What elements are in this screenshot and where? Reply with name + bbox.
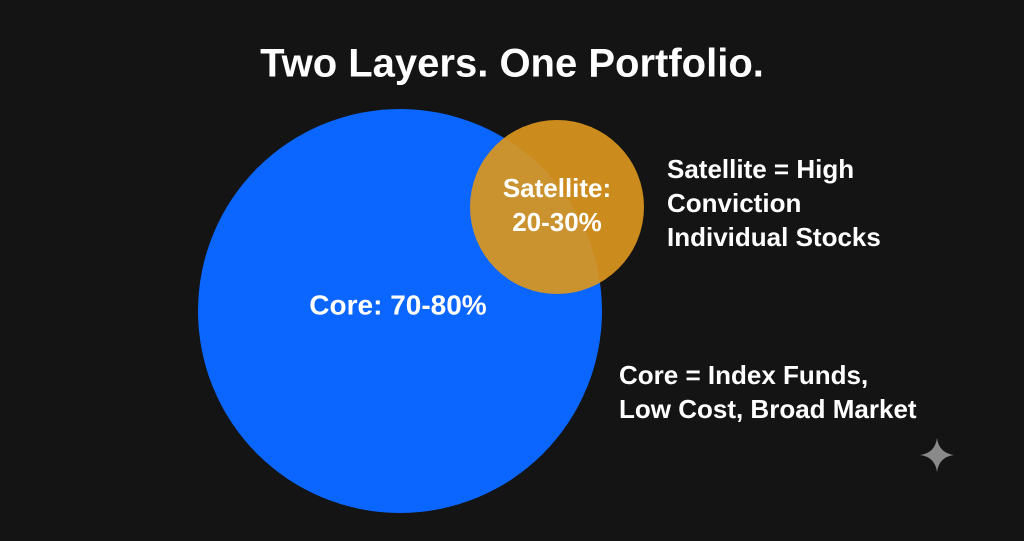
satellite-description: Conviction: [667, 188, 801, 218]
core-label: Core: 70-80%: [309, 289, 487, 320]
title: Two Layers. One Portfolio.: [260, 42, 764, 86]
sparkle-icon: [920, 438, 954, 472]
satellite-label: 20-30%: [512, 207, 602, 237]
satellite-description: Individual Stocks: [667, 222, 881, 252]
satellite-description: Satellite = High: [667, 154, 854, 184]
satellite-label: Satellite:: [503, 173, 611, 203]
satellite-circle: [470, 120, 644, 294]
core-description: Core = Index Funds,: [619, 360, 868, 390]
core-description: Low Cost, Broad Market: [619, 394, 917, 424]
